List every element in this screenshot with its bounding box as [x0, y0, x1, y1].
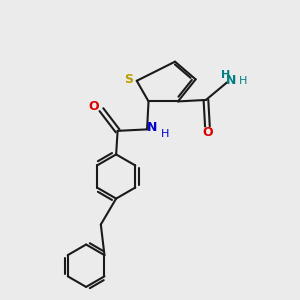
Text: O: O: [202, 126, 213, 139]
Text: H: H: [221, 70, 230, 80]
Text: H: H: [161, 129, 170, 139]
Text: H: H: [239, 76, 248, 86]
Text: S: S: [124, 73, 133, 86]
Text: N: N: [226, 74, 236, 87]
Text: O: O: [89, 100, 99, 113]
Text: N: N: [147, 122, 158, 134]
